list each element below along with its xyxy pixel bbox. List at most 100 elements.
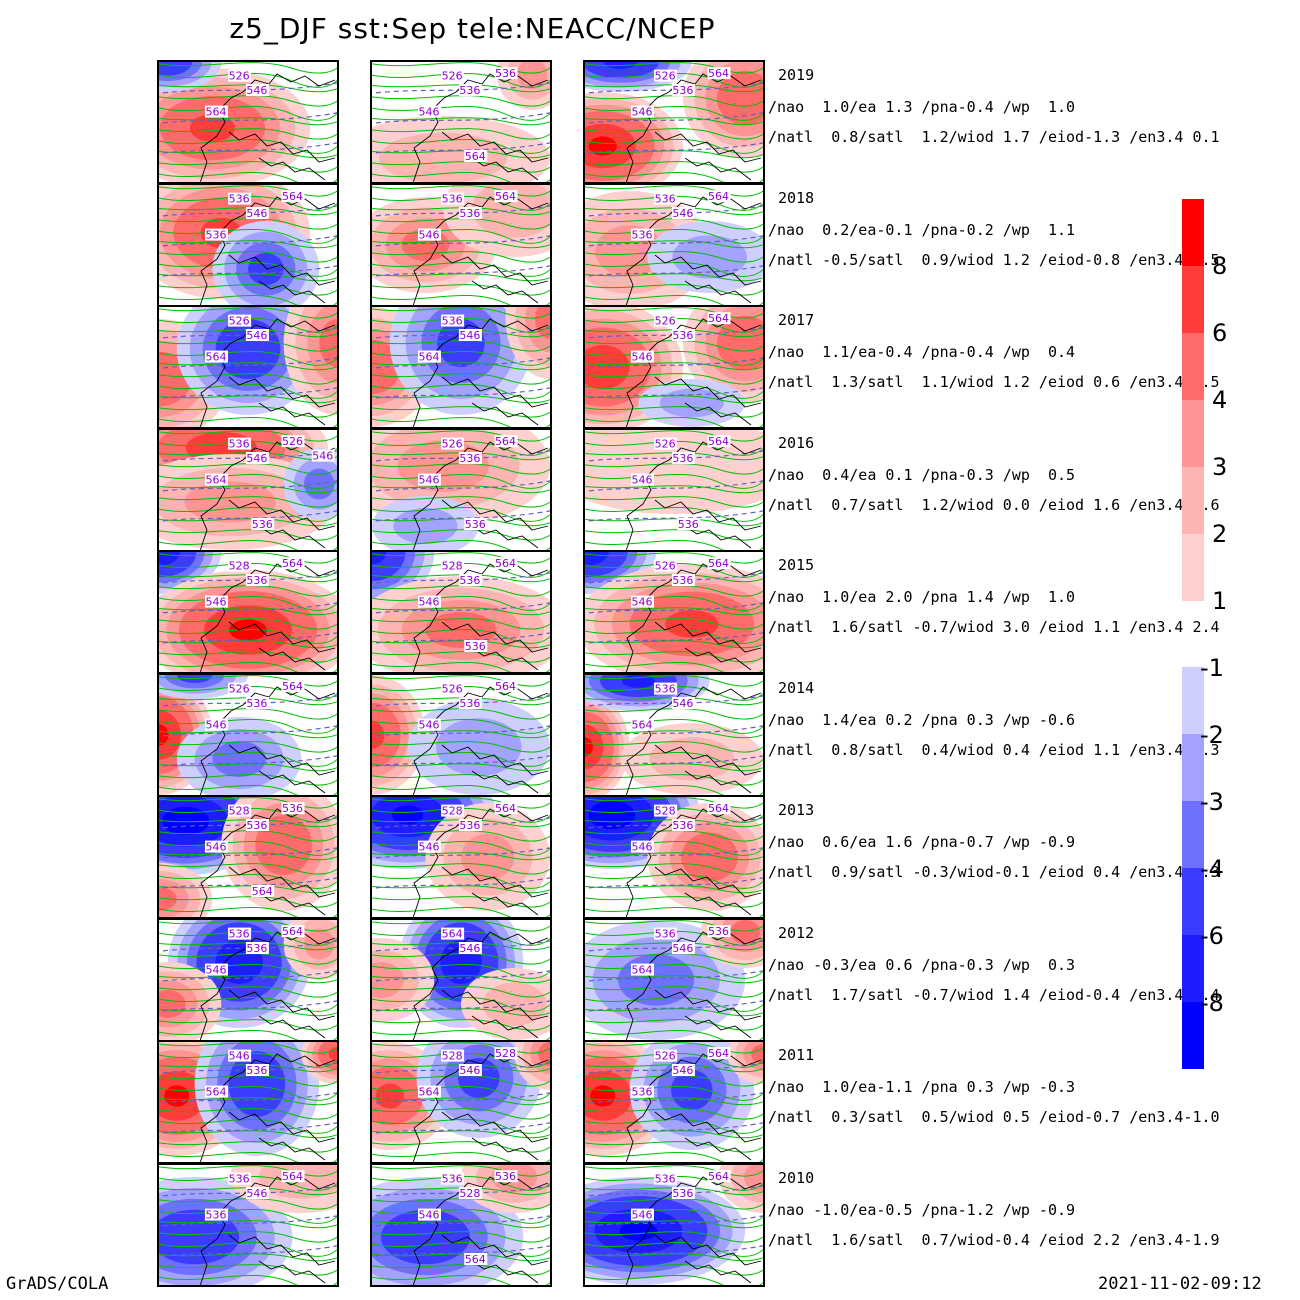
height-contour — [372, 329, 550, 338]
contour-label: 536 — [654, 1172, 678, 1186]
map-panel: 536 546 536 564 — [157, 183, 339, 307]
colorbar-segment — [1182, 467, 1204, 534]
height-contour — [585, 294, 763, 305]
height-contour — [372, 383, 550, 399]
map-panel: 526 546 536 564 — [583, 1040, 765, 1164]
height-contour — [585, 195, 763, 211]
height-contour — [159, 251, 337, 263]
atmos-index-line: /nao 0.6/ea 1.6 /pna-0.7 /wp -0.9 — [768, 833, 1076, 851]
svg-text:536: 536 — [495, 1170, 516, 1183]
colorbar-tick-label: -2 — [1200, 721, 1224, 749]
height-contour — [159, 840, 337, 856]
height-contour — [159, 473, 337, 489]
svg-text:526: 526 — [442, 438, 463, 451]
height-contour — [159, 117, 337, 126]
contour-label: 536 — [654, 682, 678, 696]
height-contour — [159, 273, 337, 282]
contour-label: 536 — [654, 927, 678, 941]
contour-label: 536 — [441, 192, 465, 206]
height-contour — [372, 708, 550, 720]
height-contour — [159, 1208, 337, 1224]
svg-text:564: 564 — [495, 435, 516, 448]
svg-text:546: 546 — [246, 207, 267, 220]
climatology-contour — [585, 970, 763, 983]
contour-label: 546 — [630, 105, 654, 119]
contour-label: 546 — [458, 942, 482, 955]
colorbar-tick-label: 4 — [1212, 386, 1228, 414]
height-contour — [372, 185, 550, 197]
height-contour — [159, 440, 337, 456]
height-contour — [585, 552, 763, 564]
height-contour — [585, 1097, 763, 1106]
year-label: 2015 — [778, 556, 815, 574]
map-panel: 526 536 546 564 — [583, 550, 765, 674]
height-contour — [372, 1264, 550, 1276]
contour-label: 546 — [245, 329, 269, 342]
height-contour — [372, 1029, 550, 1040]
climatology-contour — [585, 1092, 763, 1105]
height-contour — [372, 1064, 550, 1073]
svg-text:564: 564 — [282, 557, 303, 570]
map-panel: 536 546 536 564 — [157, 1163, 339, 1287]
height-contour — [585, 138, 763, 154]
svg-text:546: 546 — [631, 841, 652, 854]
height-contour — [159, 452, 337, 461]
map-panel: 536 536 546 564 — [583, 1163, 765, 1287]
contour-label: 564 — [204, 1085, 228, 1099]
svg-text:536: 536 — [708, 925, 729, 938]
climatology-contour — [585, 510, 763, 523]
sst-index-line: /natl 0.9/satl -0.3/wiod-0.1 /eiod 0.4 /… — [768, 863, 1220, 881]
height-contour — [372, 996, 550, 1012]
map-panel: 536 546 564 526 536 546 — [157, 428, 339, 552]
height-contour — [159, 873, 337, 889]
height-contour — [585, 340, 763, 352]
height-contour — [585, 685, 763, 701]
height-contour — [372, 307, 550, 319]
anomaly-shading — [730, 920, 761, 944]
contour-label: 546 — [671, 1064, 695, 1077]
height-contour — [159, 607, 337, 616]
svg-text:528: 528 — [442, 805, 463, 818]
height-contour — [372, 718, 550, 734]
map-panel: 528 536 546 536 564 — [157, 795, 339, 919]
height-contour — [585, 1165, 763, 1177]
height-contour — [585, 1264, 763, 1276]
height-contour — [585, 240, 763, 249]
climatology-contour — [585, 1062, 763, 1075]
svg-text:528: 528 — [229, 805, 250, 818]
height-contour — [585, 251, 763, 263]
height-contour — [372, 138, 550, 154]
svg-text:546: 546 — [246, 84, 267, 97]
svg-text:564: 564 — [495, 680, 516, 693]
svg-text:564: 564 — [631, 719, 652, 732]
height-contour — [159, 240, 337, 249]
height-contour — [585, 1075, 763, 1087]
svg-text:536: 536 — [459, 84, 480, 97]
height-contour — [585, 329, 763, 338]
map-panel: 528 536 546 564 536 — [370, 550, 552, 674]
contour-label: 526 — [228, 682, 252, 696]
contour-label: 528 — [441, 804, 465, 818]
anomaly-shading — [482, 982, 547, 1026]
height-contour — [372, 440, 550, 456]
contour-label: 536 — [458, 207, 482, 220]
svg-text:536: 536 — [459, 819, 480, 832]
height-contour — [159, 362, 337, 371]
map-panel: 526 536 546 564 536 — [370, 428, 552, 552]
climatology-contour — [585, 632, 763, 645]
height-contour — [372, 228, 550, 244]
colorbar-tick-label: 3 — [1212, 453, 1228, 481]
height-contour — [585, 840, 763, 856]
climatology-contour — [159, 1062, 337, 1075]
height-contour — [372, 62, 550, 74]
contour-label: 536 — [671, 819, 695, 832]
height-contour — [159, 195, 337, 211]
svg-text:536: 536 — [459, 207, 480, 220]
height-contour — [372, 661, 550, 672]
